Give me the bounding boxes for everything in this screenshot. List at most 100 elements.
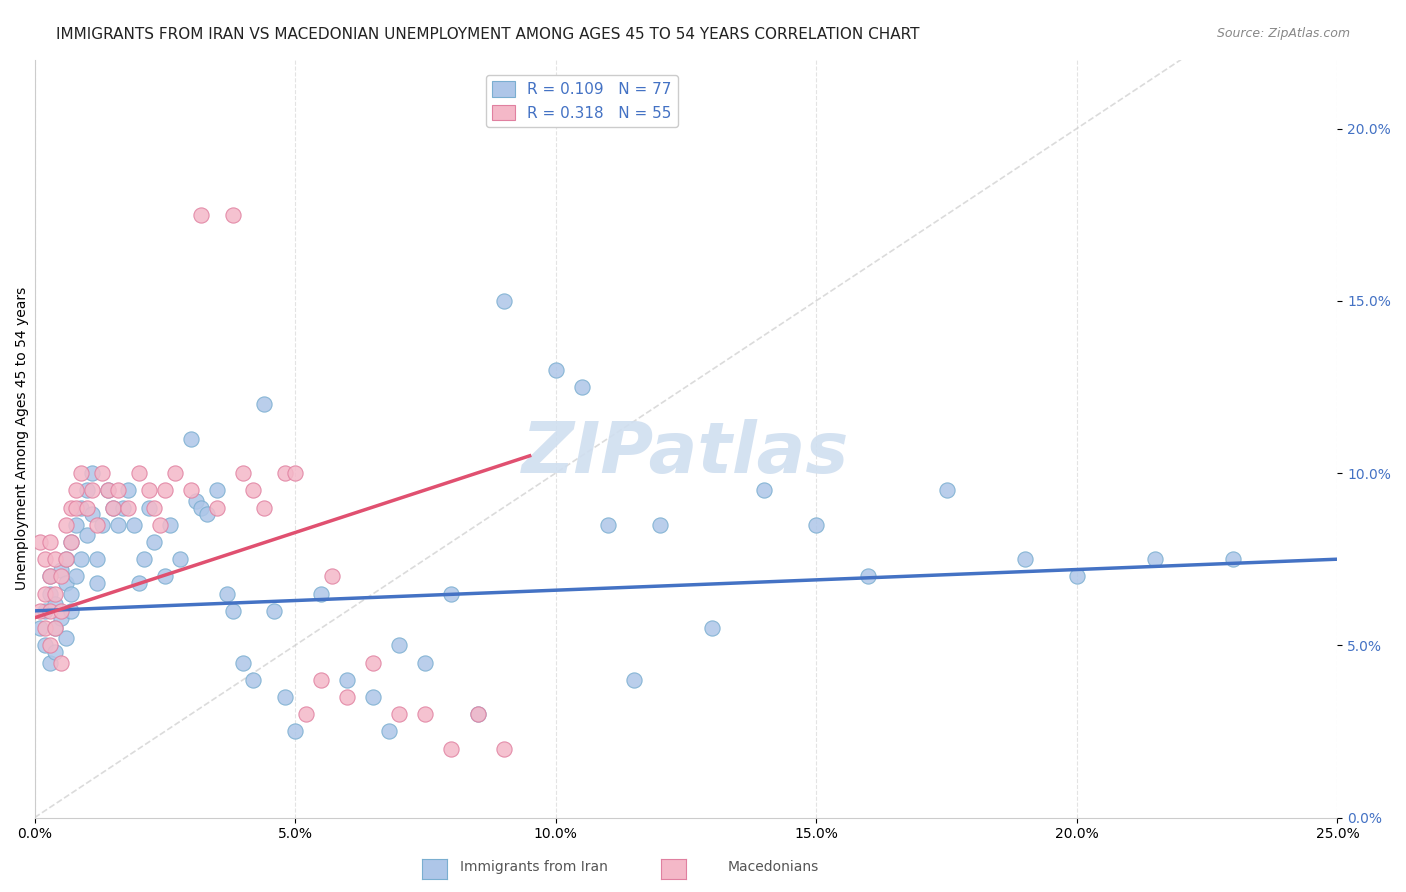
Point (205, 500, 228, 515)
Point (623, 673, 645, 687)
Point (65, 569, 87, 583)
Point (415, 656, 437, 670)
Point (284, 466, 307, 480)
Point (60, 535, 83, 549)
Point (39, 638, 62, 652)
Point (128, 576, 150, 591)
Point (294, 707, 316, 722)
Point (39, 604, 62, 618)
Point (76, 483, 98, 498)
Point (169, 552, 191, 566)
Text: ZIPatlas: ZIPatlas (522, 419, 849, 488)
Point (184, 493, 207, 508)
Point (273, 466, 295, 480)
Point (65, 483, 87, 498)
Point (467, 707, 489, 722)
Text: Source: ZipAtlas.com: Source: ZipAtlas.com (1216, 27, 1350, 40)
Point (336, 673, 359, 687)
Point (1066, 569, 1088, 583)
Point (195, 508, 218, 522)
Point (55, 517, 77, 532)
Text: Macedonians: Macedonians (728, 860, 818, 874)
Point (253, 397, 276, 411)
Point (232, 656, 254, 670)
Point (44, 621, 66, 635)
Point (544, 362, 567, 376)
Point (143, 500, 166, 515)
Point (76, 528, 98, 542)
Point (65, 517, 87, 532)
Point (378, 724, 401, 739)
Point (149, 517, 172, 532)
Point (34, 587, 56, 601)
Point (80, 483, 103, 498)
Y-axis label: Unemployment Among Ages 45 to 54 years: Unemployment Among Ages 45 to 54 years (15, 287, 30, 591)
Point (180, 432, 202, 446)
Point (44, 621, 66, 635)
Point (165, 466, 187, 480)
Point (55, 552, 77, 566)
Point (284, 724, 307, 739)
Point (1222, 552, 1244, 566)
Point (935, 483, 957, 498)
Point (101, 500, 124, 515)
Point (138, 500, 160, 515)
Point (49, 604, 72, 618)
Point (96, 483, 118, 498)
Point (138, 483, 160, 498)
Point (91, 466, 114, 480)
Point (39, 569, 62, 583)
Point (44, 587, 66, 601)
Point (143, 535, 166, 549)
Point (28, 604, 51, 618)
Point (221, 208, 243, 222)
Point (70, 466, 93, 480)
Point (49, 611, 72, 625)
Point (263, 604, 285, 618)
Point (180, 483, 202, 498)
Point (55, 552, 77, 566)
Point (39, 569, 62, 583)
Point (492, 293, 515, 308)
Point (55, 632, 77, 646)
Point (96, 483, 118, 498)
Point (65, 500, 87, 515)
Point (86, 576, 108, 591)
Point (752, 483, 775, 498)
Point (190, 208, 212, 222)
Point (132, 552, 155, 566)
Point (363, 656, 385, 670)
Point (34, 621, 56, 635)
Point (806, 517, 828, 532)
Point (153, 483, 176, 498)
Point (440, 587, 463, 601)
Point (159, 517, 181, 532)
Point (112, 500, 135, 515)
Point (205, 483, 228, 498)
Point (60, 604, 83, 618)
Text: IMMIGRANTS FROM IRAN VS MACEDONIAN UNEMPLOYMENT AMONG AGES 45 TO 54 YEARS CORREL: IMMIGRANTS FROM IRAN VS MACEDONIAN UNEMP… (56, 27, 920, 42)
Point (39, 656, 62, 670)
Point (80, 508, 103, 522)
Point (273, 690, 295, 704)
Point (321, 569, 343, 583)
Point (86, 552, 108, 566)
Point (70, 552, 93, 566)
Point (60, 535, 83, 549)
Point (700, 621, 723, 635)
Point (44, 552, 66, 566)
Point (153, 569, 176, 583)
Point (28, 535, 51, 549)
Point (571, 380, 593, 394)
Point (232, 466, 254, 480)
Point (107, 483, 129, 498)
Text: Immigrants from Iran: Immigrants from Iran (460, 860, 609, 874)
Point (117, 483, 139, 498)
Point (55, 576, 77, 591)
Point (388, 707, 411, 722)
Point (467, 707, 489, 722)
Point (91, 517, 114, 532)
Point (336, 690, 359, 704)
Point (49, 562, 72, 576)
Legend: R = 0.109   N = 77, R = 0.318   N = 55: R = 0.109 N = 77, R = 0.318 N = 55 (486, 75, 678, 127)
